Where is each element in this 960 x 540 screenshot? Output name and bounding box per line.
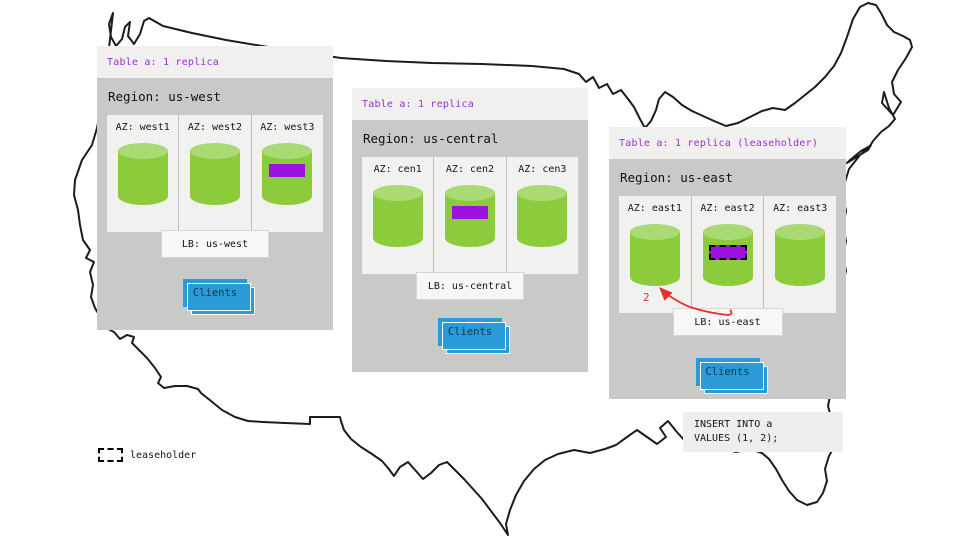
az-label: AZ: cen3 bbox=[518, 164, 567, 175]
clients-button-us-central[interactable]: Clients bbox=[438, 318, 510, 354]
leaseholder-chip bbox=[708, 245, 747, 260]
sql-line: VALUES (1, 2); bbox=[694, 433, 779, 444]
az-label: AZ: cen2 bbox=[445, 164, 495, 175]
az-cell-east1: AZ: east1 bbox=[619, 196, 691, 313]
region-body-us-east: Region: us-east AZ: east1 AZ: east2 AZ: … bbox=[609, 159, 846, 399]
az-cell-east2: AZ: east2 bbox=[690, 196, 764, 313]
az-cell-west1: AZ: west1 bbox=[107, 115, 178, 232]
lb-label: LB: us-west bbox=[181, 238, 249, 250]
load-balancer-us-central: LB: us-central bbox=[416, 272, 524, 300]
az-cell-east3: AZ: east3 bbox=[763, 196, 836, 313]
database-cylinder bbox=[189, 143, 240, 205]
load-balancer-us-east: LB: us-east bbox=[672, 308, 783, 336]
database-cylinder bbox=[117, 143, 168, 205]
az-label: AZ: east2 bbox=[700, 203, 755, 214]
leaseholder-swatch-icon bbox=[98, 448, 123, 462]
region-title-us-west: Region: us-west bbox=[108, 89, 221, 104]
az-label: AZ: west3 bbox=[260, 122, 315, 133]
region-panel-us-west: Table a: 1 replica Region: us-west AZ: w… bbox=[97, 46, 333, 330]
az-strip-us-central: AZ: cen1 AZ: cen2 AZ: cen3 bbox=[362, 157, 578, 274]
table-header-us-west: Table a: 1 replica bbox=[97, 46, 333, 78]
sql-line: INSERT INTO a bbox=[694, 419, 773, 430]
az-label: AZ: west2 bbox=[187, 122, 243, 133]
load-balancer-us-west: LB: us-west bbox=[161, 230, 269, 258]
az-cell-west2: AZ: west2 bbox=[178, 115, 250, 232]
leaseholder-legend: leaseholder bbox=[98, 448, 196, 462]
clients-button-us-west[interactable]: Clients bbox=[183, 279, 255, 315]
database-cylinder bbox=[629, 224, 680, 286]
az-cell-cen3: AZ: cen3 bbox=[505, 157, 578, 274]
lb-label: LB: us-east bbox=[694, 316, 761, 328]
az-strip-us-east: AZ: east1 AZ: east2 AZ: east3 bbox=[619, 196, 836, 313]
table-replica-label: Table a: 1 replica (leaseholder) bbox=[619, 137, 819, 149]
az-cell-cen2: AZ: cen2 bbox=[433, 157, 505, 274]
legend-label: leaseholder bbox=[130, 449, 197, 461]
az-label: AZ: cen1 bbox=[373, 164, 422, 175]
region-body-us-central: Region: us-central AZ: cen1 AZ: cen2 AZ:… bbox=[352, 120, 588, 372]
replica-chip bbox=[451, 206, 488, 219]
az-strip-us-west: AZ: west1 AZ: west2 AZ: west3 bbox=[107, 115, 323, 232]
az-cell-cen1: AZ: cen1 bbox=[362, 157, 433, 274]
region-title-us-east: Region: us-east bbox=[620, 170, 733, 185]
table-header-us-central: Table a: 1 replica bbox=[352, 88, 588, 120]
az-label: AZ: east1 bbox=[627, 203, 682, 214]
replica-chip bbox=[269, 164, 306, 177]
table-replica-label: Table a: 1 replica bbox=[362, 98, 474, 110]
database-cylinder bbox=[517, 185, 568, 247]
sql-insert-note: INSERT INTO a VALUES (1, 2); bbox=[683, 412, 843, 452]
lb-label: LB: us-central bbox=[427, 280, 513, 292]
region-panel-us-east: Table a: 1 replica (leaseholder) Region:… bbox=[609, 127, 846, 399]
database-cylinder bbox=[372, 185, 423, 247]
region-body-us-west: Region: us-west AZ: west1 AZ: west2 AZ: … bbox=[97, 78, 333, 330]
database-cylinder bbox=[702, 224, 753, 286]
database-cylinder bbox=[444, 185, 495, 247]
database-cylinder bbox=[262, 143, 313, 205]
region-title-us-central: Region: us-central bbox=[363, 131, 499, 146]
az-label: AZ: west1 bbox=[115, 122, 170, 133]
table-replica-label: Table a: 1 replica bbox=[107, 56, 219, 68]
database-cylinder bbox=[775, 224, 826, 286]
az-label: AZ: east3 bbox=[773, 203, 828, 214]
clients-button-us-east[interactable]: Clients bbox=[695, 358, 768, 394]
region-panel-us-central: Table a: 1 replica Region: us-central AZ… bbox=[352, 88, 588, 372]
table-header-us-east: Table a: 1 replica (leaseholder) bbox=[609, 127, 846, 159]
az-cell-west3: AZ: west3 bbox=[250, 115, 323, 232]
